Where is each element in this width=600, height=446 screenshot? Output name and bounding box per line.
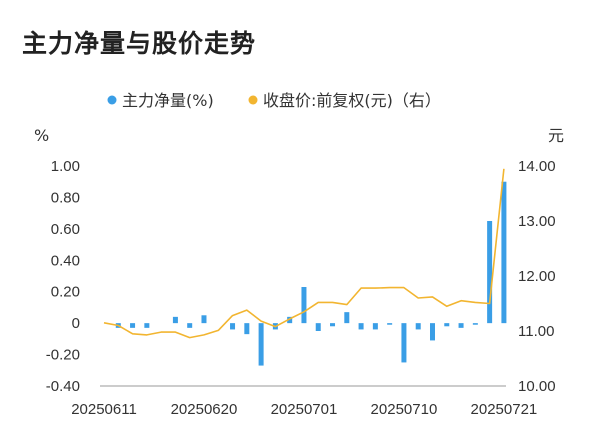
bar: [258, 323, 264, 366]
bar: [201, 315, 207, 324]
right-tick-label: 13.00: [518, 213, 556, 230]
right-tick-label: 11.00: [518, 323, 554, 340]
bar: [287, 316, 293, 324]
legend: 主力净量(%) 收盘价:前复权(元)（右）: [107, 91, 441, 110]
bar: [344, 312, 350, 324]
axes: % 元 1.00 0.80 0.60 0.40 0.20 0 -0.20 -0.40 14.00 13…: [34, 126, 564, 418]
bar: [458, 323, 464, 328]
legend-marker-1: [248, 95, 258, 105]
x-tick-label: 20250701: [271, 401, 338, 418]
price-line: [103, 168, 505, 339]
right-axis-unit: 元: [548, 126, 564, 145]
bar: [444, 323, 450, 327]
left-tick-label: 0.60: [51, 221, 80, 238]
bar: [301, 287, 307, 324]
bar: [244, 323, 250, 335]
line-series: [103, 168, 505, 339]
bar: [372, 323, 378, 330]
chart-title: 主力净量与股价走势: [22, 29, 257, 58]
right-tick-label: 14.00: [518, 158, 556, 175]
bar: [487, 221, 493, 324]
x-tick-label: 20250710: [371, 401, 438, 418]
legend-marker-0: [107, 95, 117, 105]
left-tick-label: 1.00: [51, 158, 80, 175]
x-tick-label: 20250620: [171, 401, 238, 418]
bar-series: [115, 181, 507, 366]
left-tick-label: 0: [72, 315, 80, 332]
bar: [501, 181, 507, 324]
bar: [172, 316, 178, 324]
bar: [144, 323, 150, 328]
bar: [130, 323, 136, 328]
left-tick-label: 0.20: [51, 284, 80, 301]
right-tick-label: 10.00: [518, 378, 556, 395]
left-tick-label: -0.40: [46, 378, 80, 395]
bar: [230, 323, 236, 330]
left-tick-label: 0.40: [51, 252, 80, 269]
bar: [387, 323, 393, 325]
bar: [358, 323, 364, 330]
x-tick-label: 20250721: [471, 401, 538, 418]
bar: [401, 323, 407, 363]
bar: [315, 323, 321, 331]
bar: [187, 323, 193, 328]
legend-label-1: 收盘价:前复权(元)（右）: [263, 91, 441, 110]
bar: [429, 323, 435, 341]
bar: [330, 323, 336, 327]
left-axis-unit: %: [34, 126, 49, 145]
x-tick-label: 20250611: [71, 401, 137, 418]
left-tick-label: -0.20: [46, 347, 80, 364]
legend-label-0: 主力净量(%): [122, 91, 214, 110]
left-tick-label: 0.80: [51, 189, 80, 206]
bar: [472, 323, 478, 325]
bar: [415, 323, 421, 330]
right-tick-label: 12.00: [518, 268, 556, 285]
